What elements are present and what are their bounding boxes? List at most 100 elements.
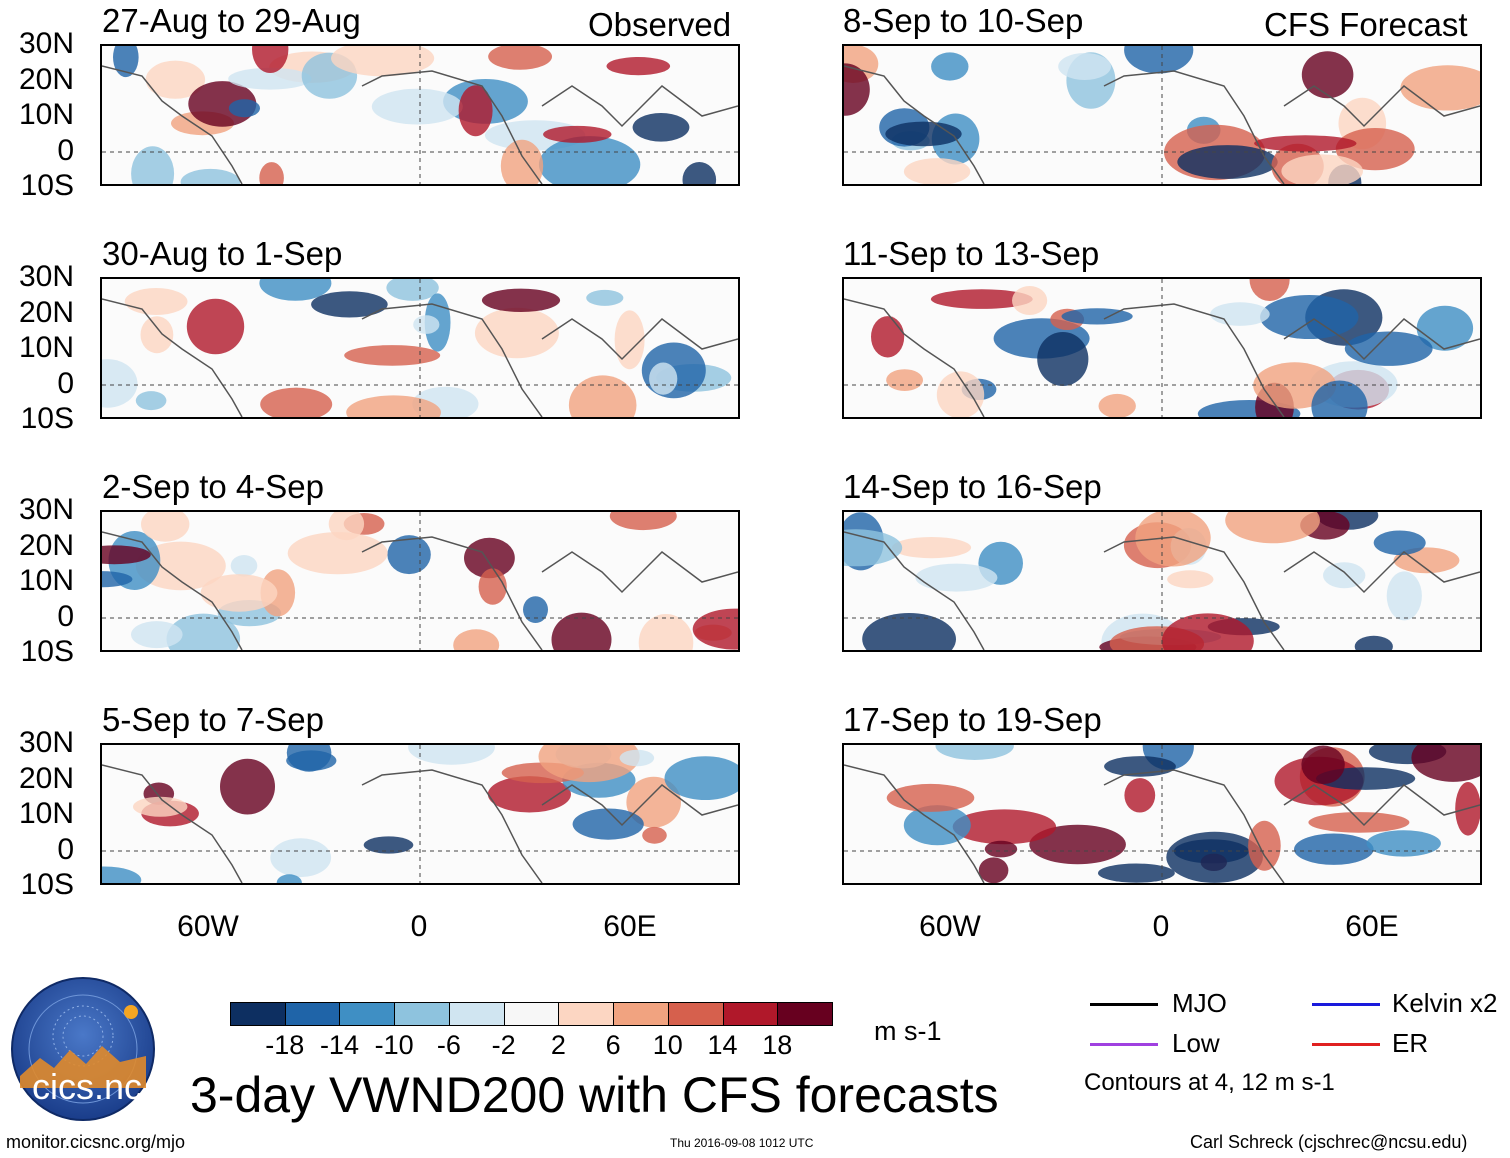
anomaly-blob [102,359,138,408]
anomaly-blob [102,866,142,883]
anomaly-blob [1161,613,1254,650]
lon-label: 60E [603,910,657,943]
anomaly-blob [1177,145,1278,179]
coastline [361,303,543,417]
anomaly-blob [166,613,241,650]
lat-label: 30N [18,726,74,759]
anomaly-blob [276,874,302,883]
coastline [541,85,738,128]
anomaly-blob [386,279,439,301]
lat-label: 30N [18,493,74,526]
colorbar-swatch [230,1002,286,1026]
lat-label: 0 [57,599,74,633]
anomaly-blob [260,569,296,617]
anomaly-blob [481,288,561,312]
lat-label: 10N [18,564,74,597]
lat-label: 20N [18,528,74,562]
anomaly-blob [1294,833,1374,865]
legend-mjo-label: MJO [1172,988,1227,1018]
legend-kelvin-line [1312,1003,1380,1006]
anomaly-blob [886,369,923,391]
anomaly-blob [1061,308,1133,325]
anomaly-blob [682,162,717,184]
map-field [102,46,738,184]
panel-title: 14-Sep to 16-Sep [843,468,1102,505]
coastline [541,784,738,827]
anomaly-blob [1225,512,1320,544]
anomaly-blob [915,563,998,592]
coastline [102,65,243,184]
anomaly-blob [1098,863,1175,883]
lat-label: 10S [20,402,74,435]
anomaly-blob [952,809,1057,845]
lat-label: 0 [57,366,74,400]
footer-timestamp: Thu 2016-09-08 1012 UTC [670,1136,814,1150]
anomaly-blob [1386,571,1422,621]
map-panel-fcst-2 [842,277,1482,419]
coastline [844,764,985,883]
anomaly-blob [346,395,441,417]
anomaly-blob [935,745,1014,760]
anomaly-blob [113,46,139,78]
footer-url[interactable]: monitor.cicsnc.org/mjo [6,1132,186,1152]
colorbar-swatch [558,1002,615,1026]
anomaly-blob [844,63,870,116]
legend-note: Contours at 4, 12 m s-1 [1084,1069,1335,1096]
coastline [102,298,243,417]
anomaly-blob [180,168,241,184]
colorbar-swatch [448,1002,505,1026]
colorbar-swatch [777,1002,833,1026]
lon-label: 60W [177,910,239,943]
map-panel-obs-2 [100,277,740,419]
anomaly-blob [478,568,507,605]
lat-label: 10N [18,331,74,364]
coastline [361,70,543,184]
anomaly-blob [1098,393,1136,417]
anomaly-blob [692,608,738,650]
lat-label: 20N [18,295,74,329]
anomaly-blob [572,808,644,840]
anomaly-blob [1323,562,1366,589]
colorbar-label: -2 [491,1030,516,1060]
coastline [1283,784,1480,827]
lat-label: 0 [57,133,74,167]
coastline [541,551,738,594]
anomaly-blob [344,345,441,366]
anomaly-blob [140,316,174,354]
anomaly-blob [260,387,333,417]
map-field [102,512,738,650]
panel-title: 5-Sep to 7-Sep [102,701,324,738]
anomaly-blob [1254,135,1357,152]
anomaly-blob [228,99,260,118]
anomaly-blob [363,836,414,854]
anomaly-blob [331,46,435,77]
lat-label: 10S [20,868,74,901]
anomaly-blob [453,629,500,650]
map-panel-fcst-1 [842,44,1482,186]
anomaly-blob [1167,570,1214,589]
anomaly-blob [619,749,655,767]
anomaly-blob [488,46,552,70]
anomaly-blob [1281,154,1363,184]
map-field [844,512,1480,650]
coastline [1103,769,1285,883]
anomaly-blob [978,857,1009,883]
anomaly-blob [1058,53,1111,80]
colorbar-swatch [394,1002,450,1026]
legend-low-line [1090,1043,1158,1046]
map-field [102,279,738,417]
coastline [102,764,243,883]
legend-er-label: ER [1392,1028,1429,1058]
anomaly-blob [1248,820,1281,871]
coastline [1283,318,1480,361]
anomaly-blob [464,537,515,579]
anomaly-blob [1311,380,1368,417]
anomaly-blob [1366,830,1441,857]
anomaly-blob [1124,778,1156,813]
lat-label: 30N [18,27,74,60]
anomaly-blob [844,529,903,567]
legend-er-line [1312,1043,1380,1046]
panel-title: 2-Sep to 4-Sep [102,468,324,505]
anomaly-blob [408,745,495,765]
lon-label: 60E [1345,910,1399,943]
